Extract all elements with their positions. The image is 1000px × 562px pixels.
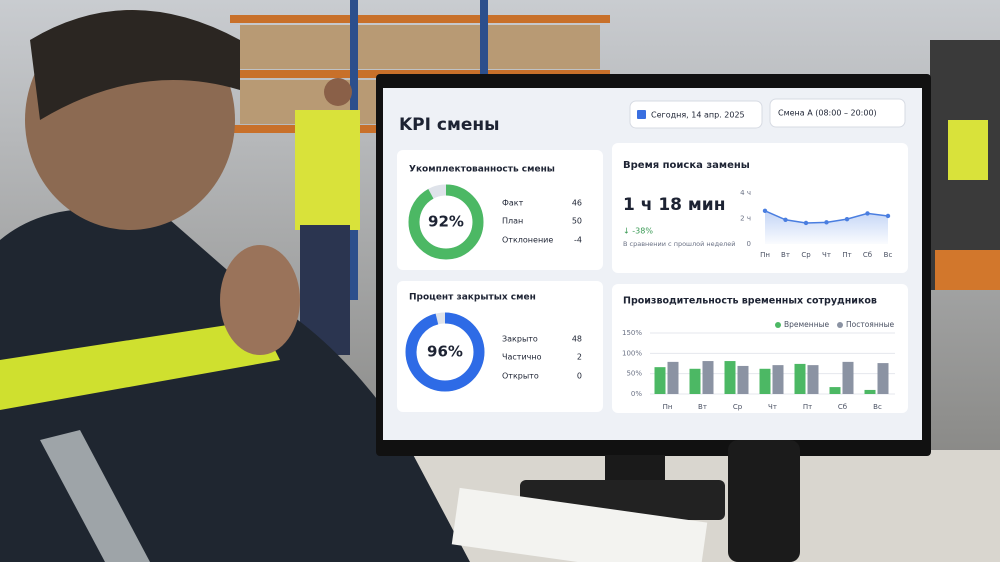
donut-label: 92% xyxy=(428,213,464,231)
bar xyxy=(689,368,701,394)
card xyxy=(612,284,908,413)
legend-label: Постоянные xyxy=(846,320,895,329)
card-title: Время поиска замены xyxy=(623,160,750,171)
stat-label: Открыто xyxy=(502,372,539,381)
line-area xyxy=(765,210,888,244)
stat-value: -4 xyxy=(574,236,582,245)
point xyxy=(844,216,850,222)
donut-arc xyxy=(405,312,485,392)
x-tick-label: Вс xyxy=(873,403,882,411)
bar xyxy=(702,361,714,394)
bar xyxy=(772,365,784,394)
y-tick-label: 2 ч xyxy=(740,215,751,223)
calendar-icon xyxy=(637,110,646,119)
legend-label: Временные xyxy=(784,320,830,329)
x-tick-label: Сб xyxy=(838,403,847,411)
x-tick-label: Сб xyxy=(863,251,872,259)
bar xyxy=(794,363,806,394)
x-tick-label: Вс xyxy=(884,251,893,259)
bar xyxy=(654,367,666,394)
legend-swatch xyxy=(775,322,781,328)
stat-value: 0 xyxy=(577,372,582,381)
y-tick-label: 4 ч xyxy=(740,189,751,197)
x-tick-label: Пт xyxy=(803,403,812,411)
card xyxy=(397,150,603,270)
headline: 1 ч 18 мин xyxy=(623,195,725,215)
note: В сравнении с прошлой неделей xyxy=(623,240,736,248)
stat-label: Отклонение xyxy=(502,236,553,245)
worker xyxy=(0,10,470,562)
notebook xyxy=(451,487,708,562)
card-title: Процент закрытых смен xyxy=(409,293,536,303)
x-tick-label: Вт xyxy=(698,403,707,411)
page-title: KPI смены xyxy=(399,115,500,135)
y-tick-label: 50% xyxy=(626,370,642,378)
bar xyxy=(737,365,749,394)
donut-arc xyxy=(408,184,484,260)
donut-label: 96% xyxy=(427,343,463,361)
y-tick-label: 0 xyxy=(747,240,751,248)
bar xyxy=(829,387,841,394)
bar xyxy=(807,365,819,394)
point xyxy=(885,213,891,219)
legend-swatch xyxy=(837,322,843,328)
point xyxy=(783,217,788,222)
x-tick-label: Ср xyxy=(733,403,743,411)
shift-text: Смена А (08:00 – 20:00) xyxy=(778,109,877,118)
y-tick-label: 100% xyxy=(622,349,642,357)
mug xyxy=(728,440,800,562)
bar xyxy=(667,361,679,394)
date-text: Сегодня, 14 апр. 2025 xyxy=(651,111,745,120)
point xyxy=(803,220,809,226)
stat-label: Частично xyxy=(502,353,542,362)
bar xyxy=(759,368,771,394)
stat-value: 50 xyxy=(572,217,582,226)
x-tick-label: Вт xyxy=(781,251,790,259)
stat-label: Факт xyxy=(502,199,524,208)
bar xyxy=(842,361,854,394)
x-tick-label: Чт xyxy=(768,403,777,411)
shift-picker[interactable] xyxy=(769,98,906,128)
bar xyxy=(877,363,889,394)
stat-label: План xyxy=(502,217,523,226)
y-tick-label: 150% xyxy=(622,329,642,337)
bar xyxy=(864,389,876,394)
card-title: Производительность временных сотрудников xyxy=(623,296,877,307)
change: ↓ -38% xyxy=(623,227,653,236)
point xyxy=(824,220,829,225)
stat-value: 48 xyxy=(572,335,582,344)
point xyxy=(865,211,870,216)
date-picker[interactable] xyxy=(629,100,763,129)
x-tick-label: Пн xyxy=(663,403,673,411)
stat-value: 2 xyxy=(577,353,582,362)
x-tick-label: Ср xyxy=(801,251,811,259)
x-tick-label: Чт xyxy=(822,251,831,259)
shelves xyxy=(230,0,1000,355)
card-title: Укомплектованность смены xyxy=(409,165,555,175)
x-tick-label: Пт xyxy=(842,251,851,259)
stat-label: Закрыто xyxy=(502,335,538,344)
y-tick-label: 0% xyxy=(631,390,642,398)
stat-value: 46 xyxy=(572,199,582,208)
bar xyxy=(724,361,736,394)
x-tick-label: Пн xyxy=(760,251,770,259)
point xyxy=(762,208,768,214)
